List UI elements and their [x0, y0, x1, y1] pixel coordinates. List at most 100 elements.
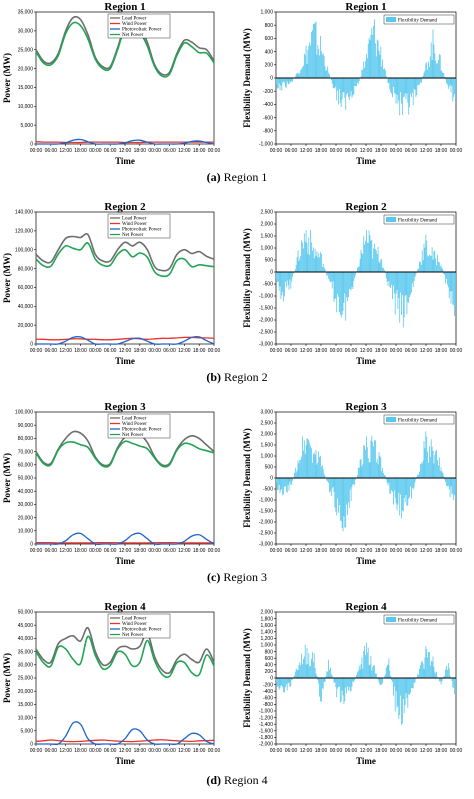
flex-bar: [340, 78, 342, 107]
flex-bar: [366, 652, 368, 678]
flex-bar: [394, 478, 396, 498]
x-tick-label: 18:00: [375, 548, 388, 554]
x-tick-label: 12:00: [360, 348, 373, 354]
flex-bar: [426, 62, 428, 78]
y-axis-label: Power (MW): [2, 453, 12, 503]
flex-bar: [294, 76, 296, 78]
flex-bar: [373, 665, 375, 678]
flex-bar: [429, 665, 431, 678]
legend-box: [383, 214, 455, 225]
flex-bar: [385, 75, 387, 78]
flex-bar: [343, 678, 345, 705]
flex-bar: [421, 250, 423, 272]
flex-bar: [365, 449, 366, 478]
x-tick-label: 12:00: [360, 148, 373, 154]
flex-bar: [323, 678, 325, 682]
flex-bar: [299, 459, 301, 478]
flex-bar: [314, 667, 316, 678]
flex-bar: [278, 478, 280, 485]
flex-bar: [303, 248, 304, 272]
caption-letter: (c): [207, 570, 220, 584]
flex-bar: [351, 78, 353, 98]
flex-bar: [282, 478, 284, 496]
flex-bar: [343, 478, 345, 517]
flex-bar: [315, 450, 317, 478]
flex-bar: [414, 678, 416, 683]
flex-bar: [337, 478, 339, 499]
legend-swatch-flex: [386, 17, 396, 22]
x-tick-label: 00:00: [89, 748, 102, 754]
flex-bar: [367, 457, 369, 478]
flex-bar: [304, 453, 306, 478]
flex-bar: [432, 450, 434, 478]
x-tick-label: 06:00: [285, 148, 298, 154]
flex-bar: [402, 678, 403, 724]
chart-title: Region 3: [104, 401, 146, 413]
flex-bar: [452, 478, 454, 494]
flex-bar: [295, 74, 297, 78]
flex-bar: [387, 478, 389, 486]
flex-bar: [281, 78, 283, 91]
flex-bar: [368, 665, 370, 678]
flex-bar: [453, 478, 455, 501]
flex-bar: [437, 63, 438, 78]
caption-letter: (d): [206, 773, 221, 787]
flex-bar: [326, 478, 328, 481]
power-chart-4: Region 4 0 5,000 10,000 15,000 20,000 25,000 30…: [2, 601, 220, 766]
y-tick-label: 10,000: [18, 529, 34, 535]
flex-bar: [375, 249, 376, 272]
flex-bar: [386, 478, 388, 483]
y-tick-label: 2,500: [260, 210, 273, 216]
flex-bar: [442, 269, 444, 272]
flex-bar: [302, 67, 303, 78]
flex-bar: [341, 78, 343, 100]
x-tick-label: 00:00: [270, 348, 283, 354]
flex-bar: [425, 646, 427, 678]
flex-bar: [368, 37, 370, 78]
y-tick-label: -1,500: [259, 306, 273, 312]
flex-bar: [334, 78, 336, 89]
x-tick-label: 00:00: [89, 348, 102, 354]
y-tick-label: 1,500: [260, 443, 273, 449]
flex-bar: [380, 457, 382, 478]
flex-bar: [367, 43, 369, 78]
flex-bar: [280, 272, 282, 299]
flex-bar: [452, 272, 454, 305]
y-tick-label: 0: [30, 342, 33, 348]
flex-bar: [429, 456, 431, 478]
y-tick-label: 2,500: [260, 421, 273, 427]
flex-bar: [386, 665, 388, 678]
y-tick-label: 1,000: [260, 643, 273, 649]
y-tick-label: 1,200: [260, 636, 273, 642]
flex-bar: [317, 462, 319, 478]
flex-bar: [444, 272, 446, 275]
flex-bar: [404, 78, 406, 94]
flex-bar: [447, 272, 448, 285]
x-tick-label: 18:00: [375, 748, 388, 754]
flex-bar: [404, 478, 406, 503]
flex-bar: [286, 678, 288, 691]
flex-bar: [397, 272, 399, 309]
flex-bar: [438, 59, 439, 78]
flex-bar: [446, 78, 447, 84]
flex-bar: [299, 662, 301, 678]
flex-bar: [341, 478, 343, 529]
flex-bar: [344, 272, 346, 294]
flex-bar: [292, 678, 294, 680]
flex-bar: [360, 664, 362, 678]
flex-bar: [285, 78, 286, 88]
flex-bar: [318, 451, 320, 478]
flex-bar: [301, 240, 303, 272]
flex-bar: [346, 272, 348, 298]
flex-bar: [381, 258, 383, 272]
series-line-net: [35, 635, 215, 679]
x-tick-label: 18:00: [435, 148, 448, 154]
legend-label: Wind Power: [122, 22, 147, 27]
flex-bar: [420, 661, 422, 678]
flex-bar: [307, 254, 309, 272]
y-tick-label: 0: [270, 676, 273, 682]
x-tick-label: 00:00: [330, 748, 343, 754]
flex-bar: [372, 258, 374, 272]
flex-bar: [361, 69, 363, 78]
